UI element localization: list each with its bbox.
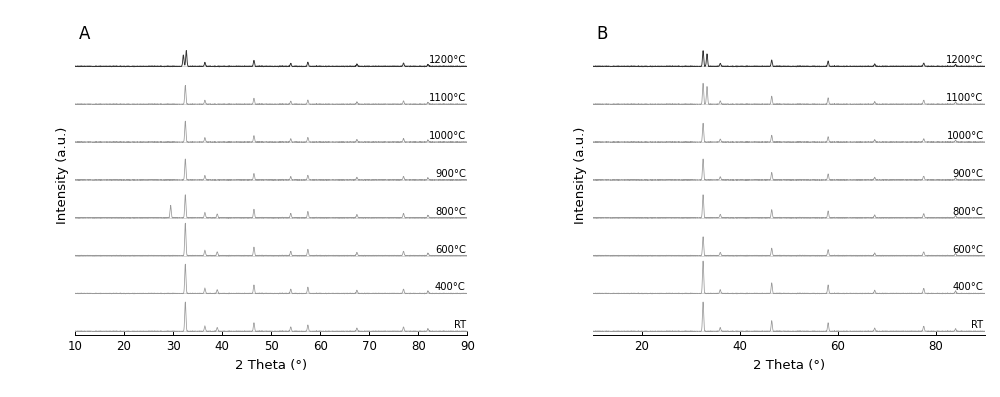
Text: 400°C: 400°C bbox=[435, 282, 466, 292]
Text: 1000°C: 1000°C bbox=[946, 131, 984, 141]
Text: RT: RT bbox=[454, 320, 466, 330]
Text: 1200°C: 1200°C bbox=[946, 55, 984, 65]
Text: 1000°C: 1000°C bbox=[429, 131, 466, 141]
Text: A: A bbox=[79, 25, 90, 43]
Text: 600°C: 600°C bbox=[435, 245, 466, 254]
Text: 1200°C: 1200°C bbox=[429, 55, 466, 65]
Text: 1100°C: 1100°C bbox=[946, 93, 984, 103]
Text: 900°C: 900°C bbox=[435, 169, 466, 179]
Text: 800°C: 800°C bbox=[435, 207, 466, 217]
Text: 800°C: 800°C bbox=[953, 207, 984, 217]
Text: B: B bbox=[597, 25, 608, 43]
Y-axis label: Intensity (a.u.): Intensity (a.u.) bbox=[574, 127, 587, 224]
X-axis label: 2 Theta (°): 2 Theta (°) bbox=[235, 359, 307, 372]
Text: 600°C: 600°C bbox=[953, 245, 984, 254]
X-axis label: 2 Theta (°): 2 Theta (°) bbox=[753, 359, 825, 372]
Text: 400°C: 400°C bbox=[953, 282, 984, 292]
Text: 900°C: 900°C bbox=[953, 169, 984, 179]
Text: 1100°C: 1100°C bbox=[429, 93, 466, 103]
Text: RT: RT bbox=[971, 320, 984, 330]
Y-axis label: Intensity (a.u.): Intensity (a.u.) bbox=[56, 127, 69, 224]
